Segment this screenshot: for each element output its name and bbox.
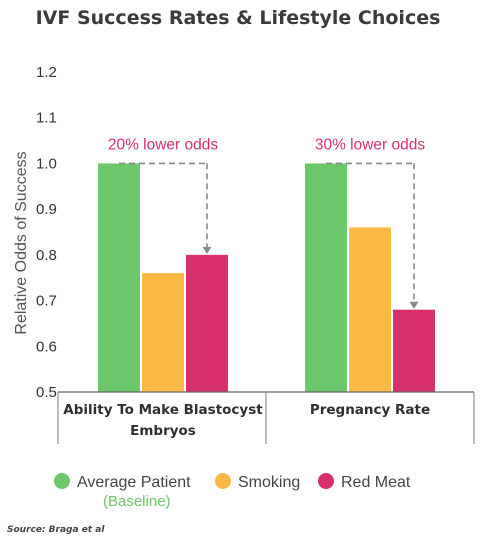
legend-label: Red Meat [341,474,411,491]
annotations: 20% lower odds 30% lower odds [108,136,426,309]
bar-average-patient [98,163,140,392]
legend-label: Smoking [238,474,300,491]
bar-average-patient [305,163,347,392]
legend: Average Patient Smoking Red Meat (Baseline) [54,473,411,510]
y-tick-label: 0.5 [36,384,57,401]
category-labels: Ability To Make Blastocyst Embryos Pregnan… [63,402,430,439]
bar-red-meat [186,254,228,392]
y-tick-label: 0.6 [36,338,57,355]
bar-red-meat [393,309,435,392]
annotation-label: 20% lower odds [108,136,219,153]
legend-swatch [54,473,70,489]
category-label: Embryos [130,423,196,439]
category-label: Ability To Make Blastocyst [63,402,263,418]
bars [98,163,435,392]
category-label: Pregnancy Rate [310,402,430,418]
y-tick-label: 0.7 [36,293,57,310]
y-tick-label: 1.0 [36,155,57,172]
y-tick-label: 0.8 [36,247,57,264]
annotation-label: 30% lower odds [315,136,426,153]
y-axis-label: Relative Odds of Success [13,151,30,334]
annotation-arrow-icon [202,246,212,254]
annotation-arrow-icon [409,301,419,309]
bar-smoking [142,273,184,392]
bar-smoking [349,227,391,392]
legend-swatch [215,473,231,489]
legend-swatch [318,473,334,489]
y-axis-ticks: 0.5 0.6 0.7 0.8 0.9 1.0 1.1 1.2 [36,64,57,401]
source-note: Source: Braga et al [7,525,105,535]
x-axis [57,391,475,444]
legend-label: Average Patient [77,474,191,491]
y-tick-label: 1.1 [36,110,57,127]
legend-baseline-note: (Baseline) [103,493,171,510]
chart-title: IVF Success Rates & Lifestyle Choices [36,7,441,29]
y-tick-label: 0.9 [36,201,57,218]
y-tick-label: 1.2 [36,64,57,81]
